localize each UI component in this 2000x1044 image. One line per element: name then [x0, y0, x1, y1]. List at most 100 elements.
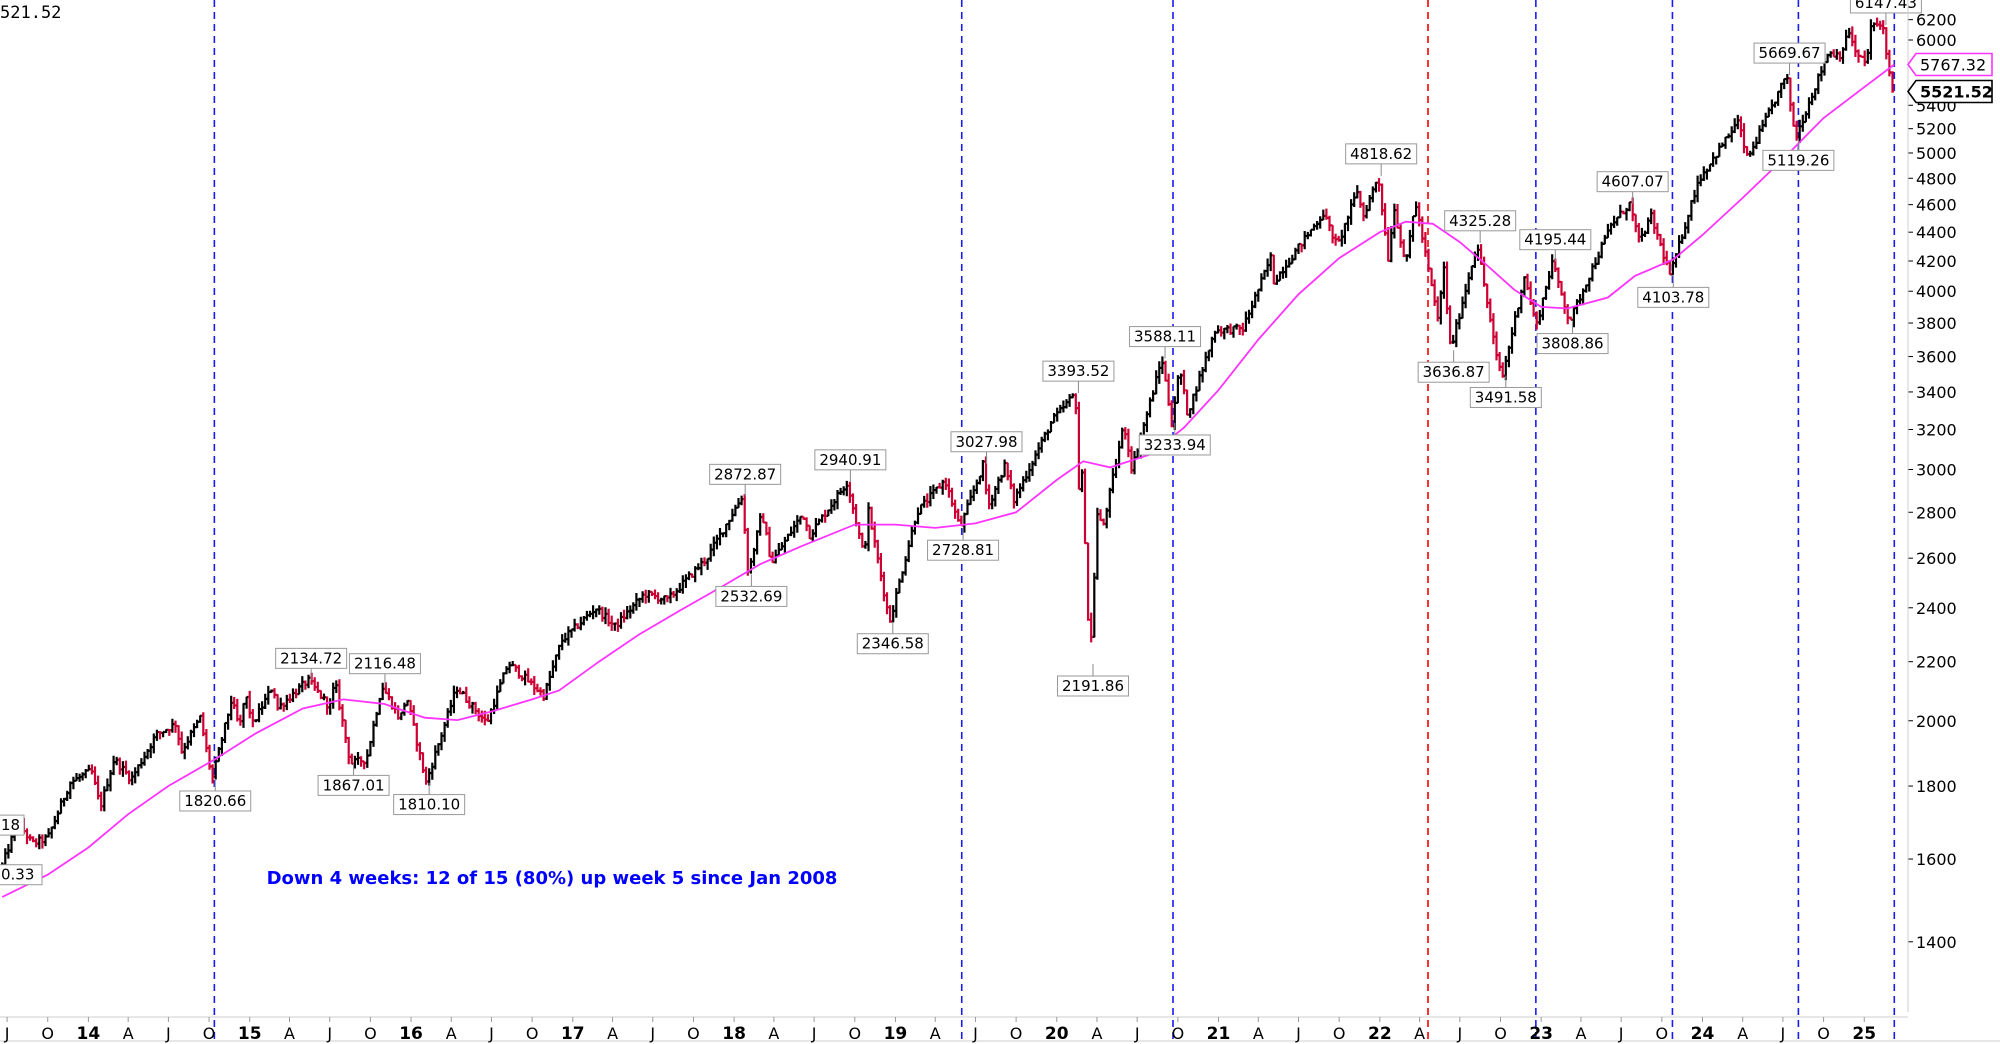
- callout-box: [1057, 675, 1130, 697]
- callout-label: 3808.86: [1542, 335, 1604, 353]
- x-tick-label: 21: [1207, 1024, 1231, 1044]
- price-callout: 4607.07: [1596, 171, 1669, 204]
- price-callout: 2134.72: [275, 647, 348, 681]
- price-callout: 3588.11: [1129, 326, 1202, 359]
- callout-box: [1444, 210, 1517, 232]
- price-callout: 5669.67: [1753, 42, 1826, 76]
- callout-label: 2532.69: [720, 587, 782, 605]
- x-tick-label: A: [930, 1024, 941, 1043]
- callout-box: [1849, 0, 1922, 14]
- price-callout: 1810.10: [393, 782, 466, 816]
- callout-label: 5119.26: [1767, 151, 1829, 169]
- price-callout: 2346.58: [856, 621, 929, 655]
- x-tick-label: 24: [1691, 1024, 1715, 1044]
- price-callout: 3393.52: [1042, 360, 1115, 394]
- callout-label: 1867.01: [323, 776, 385, 794]
- x-tick-label: O: [526, 1024, 539, 1043]
- price-callout: 3491.58: [1469, 375, 1542, 408]
- x-tick-label: O: [1494, 1024, 1507, 1043]
- x-tick-label: J: [326, 1024, 332, 1043]
- y-tick-label: 1800: [1916, 777, 1957, 796]
- callout-label: 5669.67: [1759, 44, 1821, 62]
- price-callout: 2191.86: [1057, 663, 1130, 697]
- y-tick-label: 3000: [1916, 461, 1957, 480]
- callout-box: [1042, 360, 1115, 382]
- price-callout: 1867.01: [317, 763, 390, 796]
- x-tick-label: O: [1656, 1024, 1669, 1043]
- callout-box: [1596, 171, 1669, 193]
- x-tick-label: O: [1333, 1024, 1346, 1043]
- x-tick-label: J: [811, 1024, 817, 1043]
- x-tick-label: O: [1010, 1024, 1023, 1043]
- x-tick-label: A: [1575, 1024, 1586, 1043]
- callout-box: [179, 790, 252, 812]
- callout-label: 18: [1, 816, 20, 834]
- callout-box: [814, 449, 887, 471]
- x-tick-label: A: [1414, 1024, 1425, 1043]
- callout-label: 2346.58: [862, 635, 924, 653]
- x-tick-label: A: [768, 1024, 779, 1043]
- callout-box: [1536, 333, 1609, 355]
- x-tick-label: 17: [561, 1024, 585, 1044]
- x-tick-label: J: [165, 1024, 171, 1043]
- callout-label: 1810.10: [398, 796, 460, 814]
- price-callout: 1820.66: [179, 778, 252, 812]
- callout-box: [1469, 386, 1542, 408]
- callout-box: [1345, 143, 1418, 165]
- last-price-readout: 521.52: [0, 3, 61, 23]
- callout-box: [856, 633, 929, 655]
- x-tick-label: J: [1295, 1024, 1301, 1043]
- x-tick-label: A: [607, 1024, 618, 1043]
- price-callout: 2532.69: [715, 574, 788, 607]
- price-callout: 3636.87: [1417, 350, 1490, 383]
- tag-label: 5767.32: [1920, 56, 1986, 75]
- edge-callout: 18: [0, 814, 25, 836]
- y-tick-label: 6200: [1916, 11, 1957, 30]
- callout-box: [317, 774, 390, 796]
- x-tick-label: 18: [722, 1024, 746, 1044]
- price-callout: 3808.86: [1536, 321, 1609, 355]
- callout-label: 3588.11: [1134, 328, 1196, 346]
- y-tick-label: 1600: [1916, 850, 1957, 869]
- x-tick-label: 25: [1852, 1024, 1876, 1044]
- price-callout: 4818.62: [1345, 143, 1418, 176]
- x-tick-label: O: [203, 1024, 216, 1043]
- x-tick-label: O: [848, 1024, 861, 1043]
- callout-box: [1519, 229, 1592, 251]
- price-callout: 4195.44: [1519, 229, 1592, 262]
- x-tick-label: 23: [1529, 1024, 1553, 1044]
- callout-box: [0, 864, 43, 886]
- x-tick-label: 20: [1045, 1024, 1069, 1044]
- callout-box: [927, 539, 1000, 561]
- x-tick-label: J: [649, 1024, 655, 1043]
- x-tick-label: O: [364, 1024, 377, 1043]
- tag-label: 5521.52: [1920, 82, 1993, 101]
- callout-box: [1637, 286, 1710, 308]
- x-tick-label: 14: [77, 1024, 101, 1044]
- callout-box: [348, 653, 421, 675]
- y-tick-label: 6000: [1916, 31, 1957, 50]
- callout-label: 2116.48: [354, 655, 416, 673]
- x-tick-label: A: [1737, 1024, 1748, 1043]
- y-tick-label: 3200: [1916, 421, 1957, 440]
- x-tick-label: J: [1618, 1024, 1624, 1043]
- tag-box: [1907, 52, 1993, 77]
- callout-box: [393, 794, 466, 816]
- x-tick-label: O: [1817, 1024, 1830, 1043]
- callout-label: 4607.07: [1602, 173, 1664, 191]
- callout-box: [715, 585, 788, 607]
- y-tick-label: 4400: [1916, 223, 1957, 242]
- y-tick-label: 1400: [1916, 933, 1957, 952]
- x-tick-label: J: [972, 1024, 978, 1043]
- y-tick-label: 3600: [1916, 348, 1957, 367]
- y-tick-label: 3800: [1916, 314, 1957, 333]
- price-callout: 2116.48: [348, 653, 421, 686]
- x-tick-label: J: [1134, 1024, 1140, 1043]
- price-callout: 3027.98: [950, 431, 1023, 464]
- callout-box: [275, 647, 348, 669]
- x-tick-label: O: [41, 1024, 54, 1043]
- y-tick-label: 5200: [1916, 120, 1957, 139]
- callout-label: 2728.81: [932, 541, 994, 559]
- price-callout: 2940.91: [814, 449, 887, 482]
- y-tick-label: 4800: [1916, 169, 1957, 188]
